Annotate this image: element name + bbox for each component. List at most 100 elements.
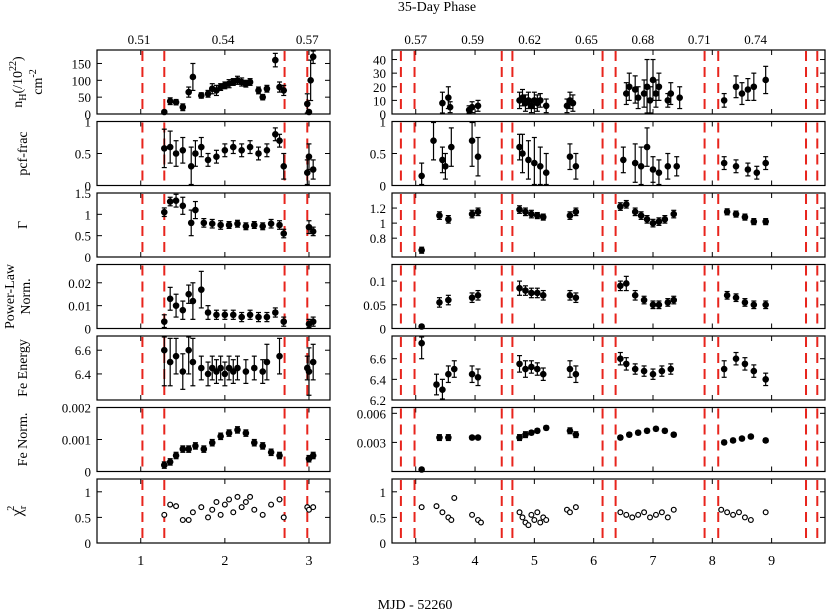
data-point <box>468 370 476 378</box>
data-point <box>238 313 245 321</box>
y-tick-label: 0.003 <box>357 435 386 450</box>
data-point <box>166 458 174 466</box>
data-point <box>217 511 224 518</box>
data-point <box>676 94 683 101</box>
data-point <box>474 292 482 299</box>
data-point <box>741 299 749 306</box>
data-point <box>625 83 633 91</box>
data-point <box>670 296 678 304</box>
data-point <box>303 100 311 108</box>
y-tick-label: 6.6 <box>75 343 92 358</box>
y-label-text: Norm. <box>19 278 34 314</box>
data-point <box>276 452 283 459</box>
data-point <box>221 370 229 378</box>
y-tick-label: 0.006 <box>357 406 387 421</box>
data-point <box>762 437 769 444</box>
data-point <box>566 427 574 435</box>
y-tick-label: 1 <box>85 207 92 222</box>
data-point <box>200 219 208 227</box>
data-point <box>539 370 547 378</box>
data-point <box>179 368 187 375</box>
y-label-part: (/10 <box>11 71 26 94</box>
data-point <box>528 289 535 297</box>
y-tick-label: 0.5 <box>370 147 386 162</box>
y-tick-label: 1.2 <box>370 201 386 216</box>
y-tick-label: 0 <box>380 536 387 551</box>
data-point <box>172 452 180 459</box>
data-point <box>539 292 547 299</box>
data-point <box>664 299 672 306</box>
data-point <box>542 102 550 110</box>
data-point <box>750 301 758 309</box>
data-point <box>647 514 654 521</box>
data-point <box>433 503 440 510</box>
data-point <box>179 147 187 154</box>
data-point <box>536 163 544 170</box>
data-point <box>234 364 241 372</box>
data-point <box>209 506 216 513</box>
y-tick-label: 0.8 <box>370 231 386 246</box>
data-point <box>617 203 624 210</box>
x-tick-label: 4 <box>472 554 479 569</box>
data-point <box>723 208 731 216</box>
phase-tick-label: 0.59 <box>461 32 484 47</box>
data-point <box>450 365 458 373</box>
data-point <box>519 150 526 157</box>
data-point <box>250 221 258 229</box>
data-point <box>205 514 212 521</box>
y-tick-label: 0.02 <box>68 276 91 291</box>
data-point <box>667 365 675 373</box>
data-point <box>272 309 279 316</box>
data-point <box>637 212 645 219</box>
data-point <box>732 294 740 301</box>
data-point <box>720 439 728 446</box>
x-axis-label: MJD - 52260 <box>378 598 453 613</box>
data-point <box>474 102 482 110</box>
data-point <box>276 221 283 229</box>
data-point <box>468 210 476 218</box>
data-point <box>649 219 657 227</box>
y-tick-label: 0 <box>85 107 92 122</box>
data-point <box>622 200 630 208</box>
data-point <box>263 313 271 321</box>
data-point <box>259 93 267 101</box>
data-point <box>522 365 529 373</box>
y-tick-label: 0 <box>85 322 92 337</box>
x-tick-label: 8 <box>709 554 716 569</box>
data-point <box>225 364 233 372</box>
data-point <box>528 102 535 110</box>
data-point <box>204 309 212 316</box>
panel-left-row-3: 0 0.01 0.02 <box>68 263 331 337</box>
data-point <box>229 311 237 319</box>
phase-tick-label: 0.62 <box>518 32 541 47</box>
data-point <box>259 368 267 375</box>
x-tick-label: 5 <box>531 554 538 569</box>
data-point <box>418 504 425 511</box>
data-point <box>305 108 313 116</box>
data-point <box>640 367 648 375</box>
y-tick-label: 0 <box>85 465 92 480</box>
data-point <box>623 511 630 518</box>
data-point <box>255 87 262 94</box>
data-point <box>200 445 208 453</box>
data-point <box>661 427 669 435</box>
data-point <box>198 504 205 511</box>
y-tick-label: 1 <box>380 216 387 231</box>
data-point <box>451 494 458 501</box>
data-point <box>649 301 657 309</box>
data-point <box>469 511 476 518</box>
data-point <box>179 103 187 111</box>
data-point <box>179 306 187 314</box>
data-point <box>185 88 192 96</box>
y-tick-label: 0.5 <box>75 229 91 244</box>
data-point <box>217 221 224 229</box>
data-point <box>446 103 454 111</box>
y-label-text: χr2 <box>6 505 29 517</box>
data-point <box>534 289 541 297</box>
data-point <box>192 150 199 157</box>
data-point <box>160 461 168 469</box>
phase-tick-label: 0.57 <box>296 32 319 47</box>
data-point <box>166 358 174 366</box>
data-point <box>572 504 579 511</box>
